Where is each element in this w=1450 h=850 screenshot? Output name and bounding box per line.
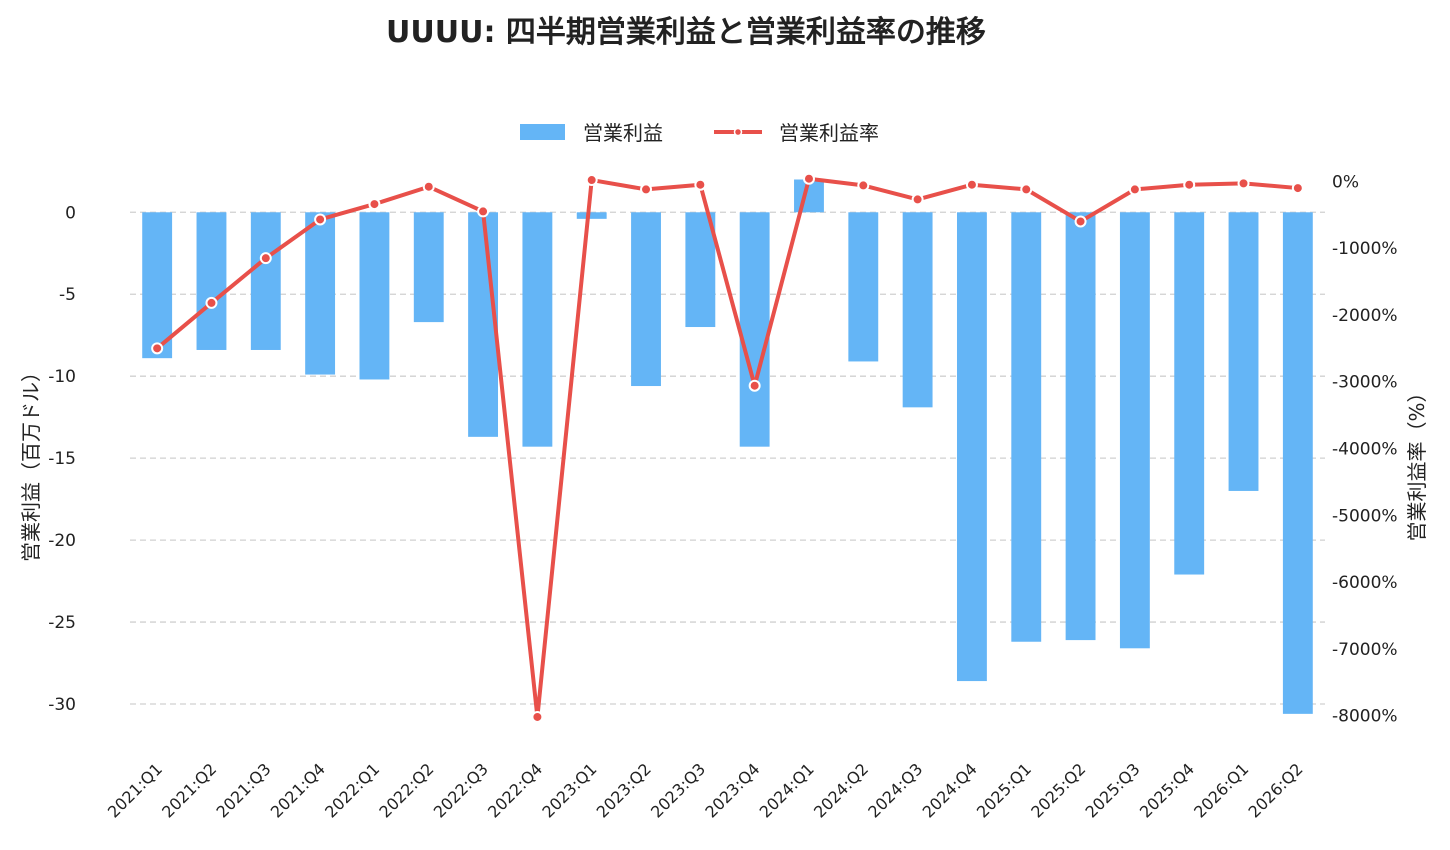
x-tick-label: 2023:Q3 [647,759,709,821]
right-axis-ticks: 0% -1000% -2000% -3000% -4000% -5000% -6000% -7… [1332,172,1398,726]
right-tick-label: 0% [1332,172,1359,192]
bar-operating-income [956,212,987,682]
x-tick-label: 2023:Q4 [701,759,763,821]
point-operating-margin [640,183,653,196]
x-tick-label: 2021:Q4 [267,759,329,821]
right-tick-label: -3000% [1332,373,1398,393]
point-operating-margin [531,710,544,723]
bar-operating-income [685,212,716,328]
bar-operating-income [1174,212,1205,575]
point-operating-margin [585,174,598,187]
legend: 営業利益 営業利益率 [520,121,879,145]
legend-swatch-bar [520,124,565,140]
bar-operating-income [305,212,336,375]
right-tick-label: -2000% [1332,306,1398,326]
point-operating-margin [1291,182,1304,195]
x-tick-label: 2022:Q3 [430,759,492,821]
line-layer [151,172,1304,723]
bar-operating-income [631,212,661,387]
x-tick-label: 2022:Q2 [375,759,437,821]
point-operating-margin [748,379,761,392]
right-tick-label: -5000% [1332,506,1398,526]
legend-label-bar: 営業利益 [583,121,663,145]
bar-layer [142,179,1313,714]
right-tick-label: -8000% [1332,707,1398,727]
bar-operating-income [359,212,390,380]
point-operating-margin [857,179,870,192]
bar-operating-income [522,212,553,447]
bar-operating-income [902,212,933,408]
point-operating-margin [205,296,218,309]
x-tick-label: 2025:Q4 [1136,759,1198,821]
legend-swatch-marker [733,127,743,137]
left-tick-label: -25 [48,613,76,633]
bar-operating-income [1282,212,1313,714]
point-operating-margin [314,213,327,226]
x-tick-label: 2021:Q2 [158,759,220,821]
x-tick-label: 2022:Q4 [484,759,546,821]
left-tick-label: -20 [48,531,76,551]
point-operating-margin [259,252,272,265]
x-tick-label: 2023:Q1 [538,759,600,821]
x-tick-label: 2022:Q1 [321,759,383,821]
bar-operating-income [468,212,499,437]
point-operating-margin [1183,178,1196,191]
right-tick-label: -1000% [1332,239,1398,259]
bar-operating-income [1011,212,1042,642]
bar-operating-income [1065,212,1096,641]
line-operating-margin [155,176,1299,719]
x-tick-label: 2025:Q2 [1027,759,1089,821]
bar-operating-income [739,212,770,447]
x-axis-ticks: 2021:Q12021:Q22021:Q32021:Q42022:Q12022:… [104,759,1307,821]
x-tick-label: 2024:Q1 [756,759,818,821]
left-tick-label: -15 [48,449,76,469]
x-tick-label: 2024:Q2 [810,759,872,821]
bar-operating-income [250,212,281,350]
x-tick-label: 2023:Q2 [593,759,655,821]
bar-operating-income [1228,212,1259,491]
x-tick-label: 2025:Q1 [973,759,1035,821]
right-tick-label: -6000% [1332,573,1398,593]
bar-operating-income [1119,212,1150,649]
x-tick-label: 2026:Q1 [1190,759,1252,821]
x-tick-label: 2021:Q1 [104,759,166,821]
point-operating-margin [1128,183,1141,196]
left-tick-label: -10 [48,367,76,387]
right-tick-label: -4000% [1332,440,1398,460]
point-operating-margin [477,205,490,218]
point-operating-margin [965,178,978,191]
bar-operating-income [142,212,173,359]
x-tick-label: 2025:Q3 [1082,759,1144,821]
bar-operating-income [413,212,444,323]
point-operating-margin [802,172,815,185]
bar-operating-income [576,212,607,219]
x-tick-label: 2024:Q4 [919,759,981,821]
point-operating-margin [422,180,435,193]
left-axis-label: 営業利益（百万ドル） [19,362,43,562]
x-tick-label: 2024:Q3 [864,759,926,821]
left-tick-label: -30 [48,695,76,715]
x-tick-label: 2026:Q2 [1245,759,1307,821]
point-operating-margin [1020,183,1033,196]
point-operating-margin [694,178,707,191]
bar-operating-income [196,212,227,350]
right-tick-label: -7000% [1332,640,1398,660]
point-operating-margin [1074,215,1087,228]
point-operating-margin [151,342,164,355]
chart-title: UUUU: 四半期営業利益と営業利益率の推移 [386,15,986,50]
left-axis-ticks: 0 -5 -10 -15 -20 -25 -30 [48,203,76,715]
left-tick-label: 0 [65,203,76,223]
point-operating-margin [368,198,381,211]
bar-operating-income [848,212,879,362]
right-axis-label: 営業利益率（%） [1405,382,1429,541]
left-tick-label: -5 [59,285,76,305]
point-operating-margin [1237,177,1250,190]
legend-label-line: 営業利益率 [779,121,879,145]
point-operating-margin [911,193,924,206]
x-tick-label: 2021:Q3 [212,759,274,821]
